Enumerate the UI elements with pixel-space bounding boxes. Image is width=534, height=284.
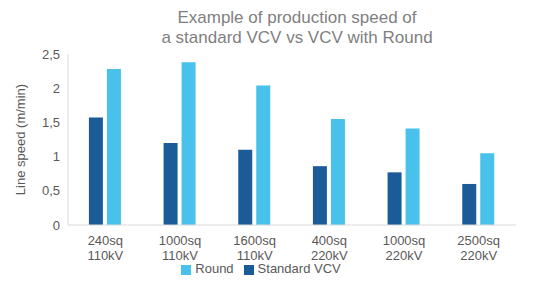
svg-text:0: 0 (53, 218, 60, 233)
svg-text:1,5: 1,5 (42, 115, 60, 130)
html-text:Round: Round (195, 261, 234, 276)
svg-text:400sq220kV: 400sq220kV (311, 233, 348, 263)
svg-text:2500sq220kV: 2500sq220kV (457, 233, 500, 263)
svg-text:1000sq110kV: 1000sq110kV (159, 233, 202, 263)
svg-text:Line speed (m/min): Line speed (m/min) (13, 84, 28, 195)
svg-text:0,5: 0,5 (42, 183, 60, 198)
svg-text:1600sq110kV: 1600sq110kV (233, 233, 276, 263)
svg-text:240sq110kV: 240sq110kV (87, 233, 123, 263)
svg-text:2,5: 2,5 (42, 47, 60, 62)
html-text:Standard VCV: Standard VCV (257, 261, 341, 276)
svg-text:2: 2 (53, 81, 60, 96)
svg-text:1: 1 (53, 149, 60, 164)
svg-text:1000sq220kV: 1000sq220kV (383, 233, 426, 263)
html-text:Example of production speed of: Example of production speed of a standar… (161, 8, 433, 47)
